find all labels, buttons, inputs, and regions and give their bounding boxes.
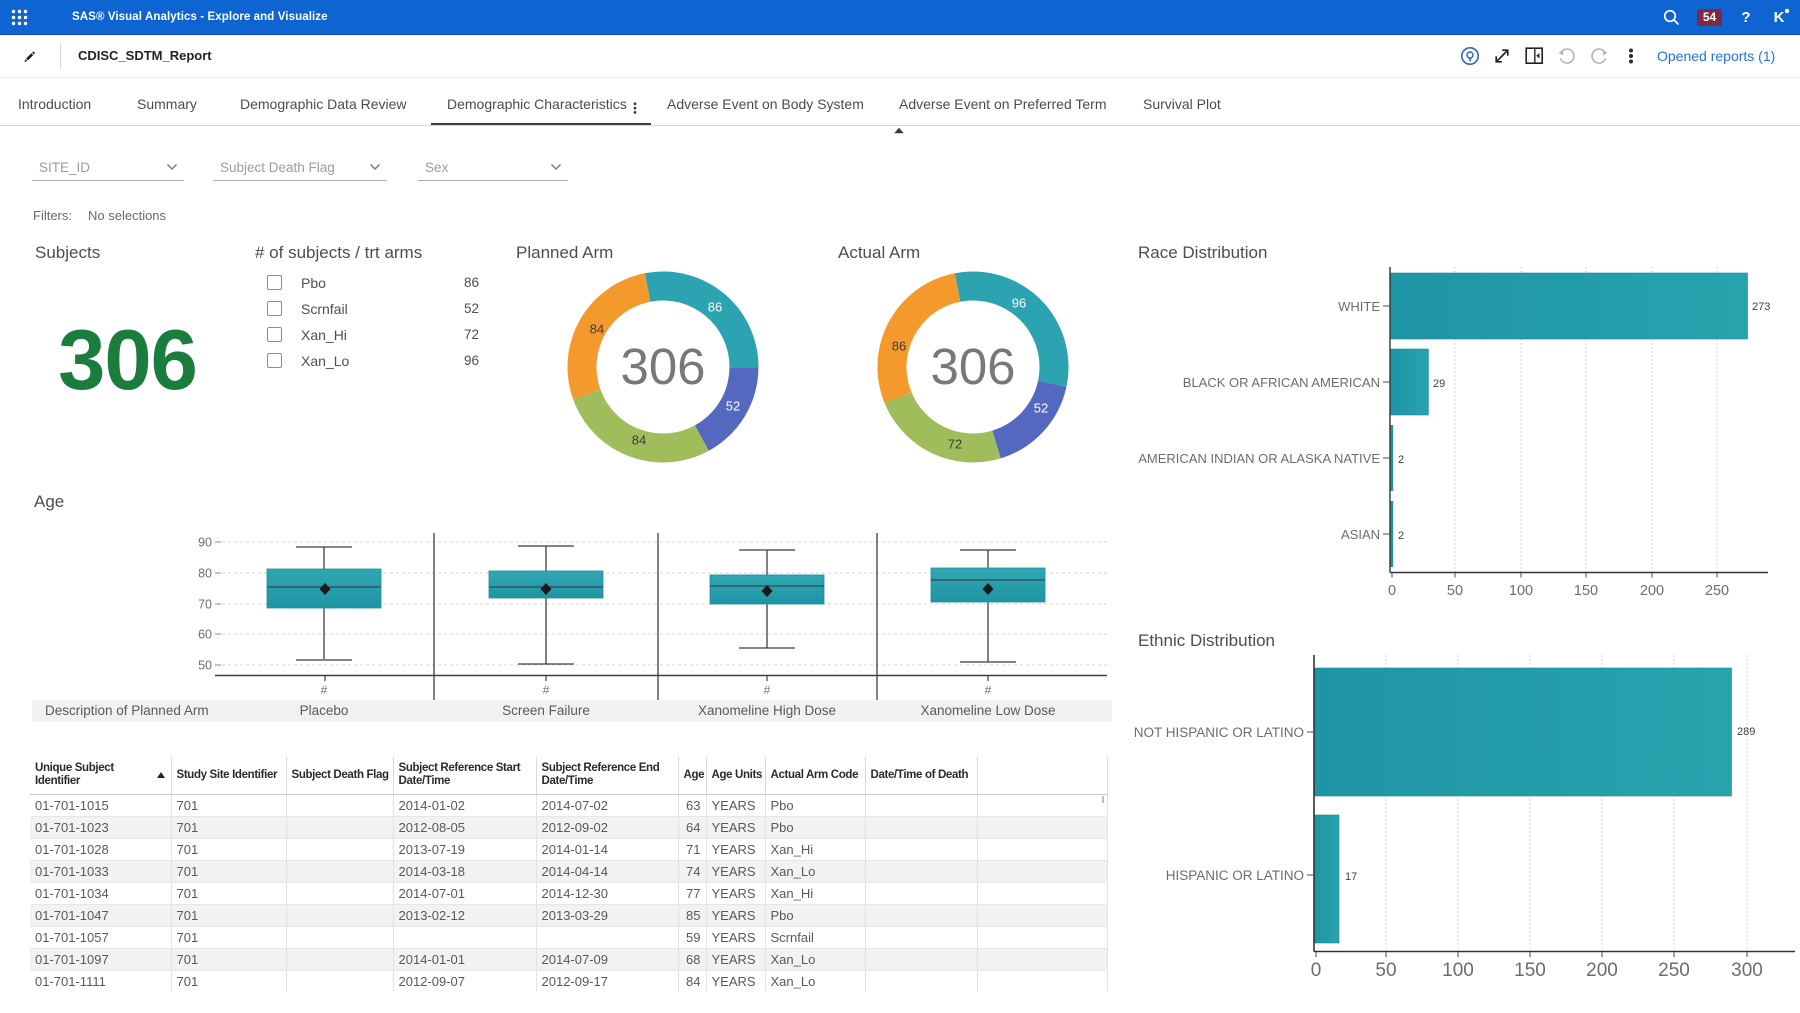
svg-text:2: 2: [1398, 454, 1404, 466]
svg-text:29: 29: [1433, 378, 1445, 390]
svg-text:NOT HISPANIC OR LATINO: NOT HISPANIC OR LATINO: [1134, 725, 1304, 740]
svg-text:#: #: [985, 683, 992, 697]
svg-text:BLACK OR AFRICAN AMERICAN: BLACK OR AFRICAN AMERICAN: [1183, 375, 1380, 390]
svg-text:ASIAN: ASIAN: [1341, 527, 1380, 542]
svg-text:50: 50: [1447, 583, 1463, 599]
svg-text:Description of Planned Arm: Description of Planned Arm: [45, 703, 209, 718]
svg-text:Xanomeline High Dose: Xanomeline High Dose: [698, 703, 836, 718]
svg-text:60: 60: [198, 628, 212, 642]
svg-text:250: 250: [1658, 960, 1690, 981]
svg-text:100: 100: [1442, 960, 1474, 981]
svg-text:#: #: [543, 683, 550, 697]
svg-text:50: 50: [1375, 960, 1396, 981]
svg-text:84: 84: [632, 433, 646, 448]
svg-text:17: 17: [1345, 871, 1357, 883]
svg-text:2: 2: [1398, 530, 1404, 542]
svg-text:72: 72: [948, 437, 962, 452]
svg-text:0: 0: [1311, 960, 1322, 981]
svg-text:273: 273: [1752, 301, 1770, 313]
svg-text:70: 70: [198, 598, 212, 612]
svg-text:150: 150: [1514, 960, 1546, 981]
svg-text:86: 86: [892, 339, 906, 354]
svg-text:50: 50: [198, 659, 212, 673]
svg-text:52: 52: [1034, 401, 1048, 416]
svg-text:150: 150: [1574, 583, 1598, 599]
svg-text:96: 96: [1012, 296, 1026, 311]
svg-text:0: 0: [1388, 583, 1396, 599]
svg-text:HISPANIC OR LATINO: HISPANIC OR LATINO: [1166, 868, 1304, 883]
svg-text:289: 289: [1737, 726, 1755, 738]
svg-text:84: 84: [590, 322, 604, 337]
svg-text:300: 300: [1731, 960, 1763, 981]
svg-text:250: 250: [1705, 583, 1729, 599]
svg-text:200: 200: [1640, 583, 1664, 599]
svg-text:AMERICAN INDIAN OR ALASKA NATI: AMERICAN INDIAN OR ALASKA NATIVE: [1138, 451, 1380, 466]
svg-text:90: 90: [198, 536, 212, 550]
svg-text:Xanomeline Low Dose: Xanomeline Low Dose: [920, 703, 1055, 718]
svg-text:200: 200: [1586, 960, 1618, 981]
svg-text:52: 52: [726, 399, 740, 414]
svg-text:#: #: [321, 683, 328, 697]
svg-text:80: 80: [198, 567, 212, 581]
svg-text:Placebo: Placebo: [300, 703, 349, 718]
svg-text:Screen Failure: Screen Failure: [502, 703, 590, 718]
svg-text:#: #: [764, 683, 771, 697]
svg-text:86: 86: [708, 300, 722, 315]
svg-text:100: 100: [1509, 583, 1533, 599]
svg-text:WHITE: WHITE: [1338, 299, 1380, 314]
